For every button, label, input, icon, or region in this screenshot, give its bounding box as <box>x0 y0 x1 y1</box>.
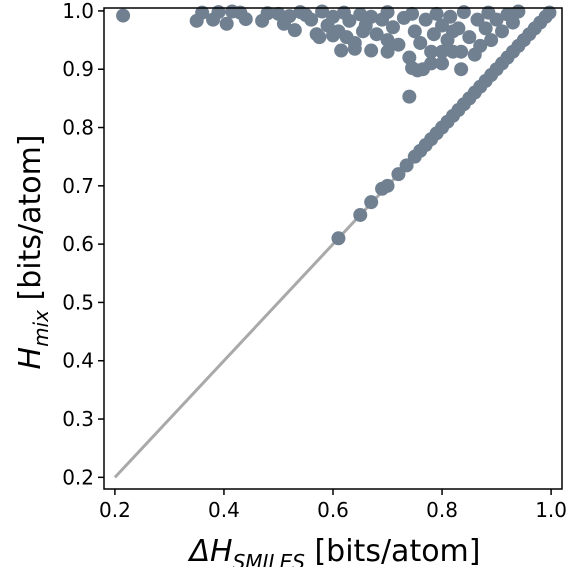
data-point <box>462 30 477 45</box>
data-point <box>364 43 379 58</box>
y-tick-label: 1.0 <box>62 0 94 23</box>
data-point <box>219 16 234 31</box>
data-point <box>353 7 368 22</box>
data-point <box>407 24 422 39</box>
data-point <box>385 20 400 35</box>
x-axis-label-sub: SMILES <box>233 550 306 567</box>
x-axis-label: ΔHSMILES [bits/atom] <box>188 534 481 567</box>
y-tick-label: 0.3 <box>62 407 94 431</box>
data-point <box>454 62 469 77</box>
data-point <box>470 12 485 27</box>
data-point <box>489 12 504 27</box>
data-point <box>391 167 406 182</box>
data-point <box>473 38 488 53</box>
y-axis-ticks: 0.2 0.3 0.4 0.5 0.6 0.7 0.8 0.9 1.0 <box>62 0 104 489</box>
y-tick-label: 0.7 <box>62 174 94 198</box>
x-tick-label: 0.8 <box>426 498 458 522</box>
data-point <box>435 56 450 71</box>
data-point <box>424 56 439 71</box>
data-point <box>413 35 428 50</box>
x-tick-label: 1.0 <box>535 498 567 522</box>
data-point <box>380 33 395 48</box>
data-point <box>380 5 395 20</box>
data-point <box>260 6 275 21</box>
data-point <box>304 12 319 27</box>
data-point <box>116 8 131 23</box>
x-axis-ticks: 0.2 0.4 0.6 0.8 1.0 <box>99 489 567 522</box>
y-tick-label: 0.4 <box>62 349 94 373</box>
x-tick-label: 0.6 <box>317 498 349 522</box>
data-point <box>342 13 357 28</box>
data-point <box>326 28 340 43</box>
data-point <box>391 37 406 52</box>
plot-frame <box>103 7 563 490</box>
y-axis-label-sub: mix <box>29 310 53 347</box>
data-point <box>380 178 395 193</box>
y-tick-label: 0.9 <box>62 57 94 81</box>
data-point <box>402 89 417 104</box>
data-point <box>282 9 297 24</box>
data-point <box>511 4 526 19</box>
x-axis-label-main: ΔH <box>188 534 233 567</box>
data-point <box>287 23 302 38</box>
data-point <box>238 12 253 27</box>
data-point <box>445 24 460 39</box>
data-point <box>484 33 499 48</box>
data-point <box>211 5 226 20</box>
data-point <box>353 207 368 222</box>
data-point <box>426 27 441 42</box>
data-point <box>456 5 471 20</box>
data-point <box>326 9 340 24</box>
data-point <box>505 15 520 30</box>
data-point <box>410 63 425 78</box>
x-axis-label-unit: [bits/atom] <box>305 534 481 567</box>
data-point <box>454 44 469 59</box>
y-tick-label: 0.5 <box>62 290 94 314</box>
data-point <box>478 21 493 36</box>
data-point <box>380 44 395 59</box>
data-point <box>195 5 210 20</box>
data-point <box>424 44 439 59</box>
data-point <box>331 231 346 246</box>
data-point <box>347 41 362 56</box>
data-point <box>312 30 327 45</box>
y-tick-label: 0.2 <box>62 465 94 489</box>
data-point <box>542 5 557 20</box>
data-point <box>443 9 458 24</box>
x-tick-label: 0.4 <box>208 498 240 522</box>
data-point <box>399 158 414 173</box>
y-axis-label: Hmix [bits/atom] <box>13 135 53 370</box>
data-point <box>418 12 433 27</box>
data-point <box>369 27 384 42</box>
data-point <box>495 24 510 39</box>
y-tick-label: 0.8 <box>62 116 94 140</box>
data-points <box>116 4 557 246</box>
data-point <box>334 43 349 58</box>
data-point <box>364 195 379 210</box>
y-axis-label-main: H <box>13 347 48 370</box>
y-axis-label-unit: [bits/atom] <box>13 135 48 311</box>
x-tick-label: 0.2 <box>99 498 131 522</box>
data-point <box>435 18 450 33</box>
data-point <box>405 6 420 21</box>
y-tick-label: 0.6 <box>62 232 94 256</box>
data-point <box>402 50 417 65</box>
data-point <box>364 9 379 24</box>
data-point <box>429 6 444 21</box>
data-point <box>435 44 450 59</box>
